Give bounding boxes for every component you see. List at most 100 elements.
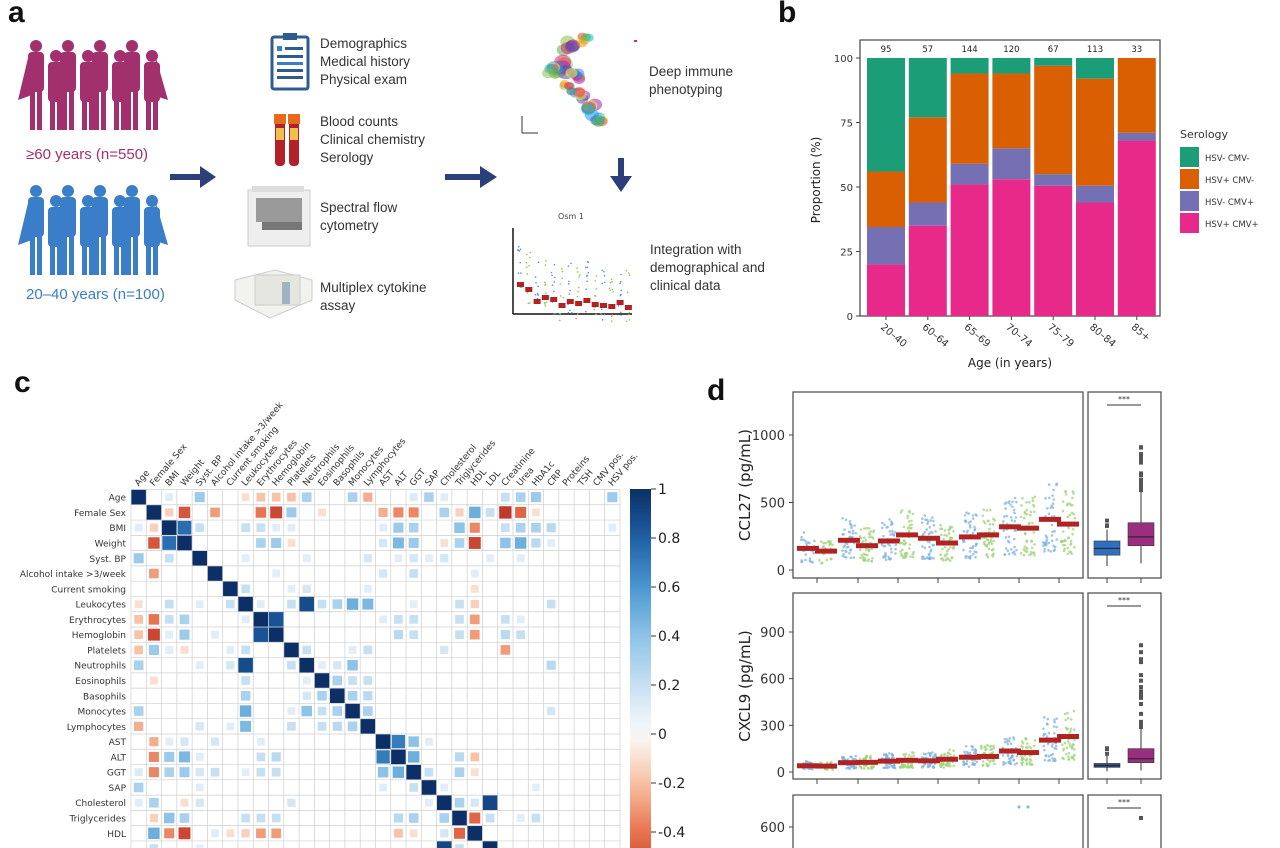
heatmap-cell bbox=[531, 813, 541, 823]
mini-point bbox=[537, 261, 540, 264]
heatmap-cell bbox=[454, 538, 465, 548]
outlier-point bbox=[1139, 452, 1143, 457]
person-arm bbox=[18, 203, 32, 245]
data-point bbox=[907, 547, 911, 550]
outlier-point bbox=[1139, 711, 1143, 716]
outlier-point bbox=[1139, 650, 1143, 655]
data-point bbox=[1025, 757, 1029, 761]
data-point bbox=[941, 761, 944, 765]
data-point bbox=[1051, 752, 1055, 756]
outlier-point bbox=[1105, 746, 1109, 751]
data-point bbox=[1043, 547, 1046, 551]
data-point bbox=[923, 557, 927, 561]
row-label: Neutrophils bbox=[74, 662, 126, 672]
y-tick-label: 25 bbox=[840, 248, 853, 259]
bar-segment-hsv-cmv- bbox=[867, 58, 905, 172]
mini-point bbox=[551, 284, 554, 287]
data-point bbox=[928, 552, 931, 556]
data-point bbox=[1025, 547, 1029, 550]
data-point bbox=[1072, 728, 1076, 731]
heatmap-cell bbox=[240, 720, 252, 732]
person-body bbox=[92, 197, 108, 237]
data-point bbox=[921, 765, 924, 768]
data-point bbox=[863, 527, 866, 530]
heatmap-cell bbox=[223, 581, 238, 597]
mini-point bbox=[551, 274, 553, 277]
outlier-point bbox=[1139, 673, 1143, 678]
data-point bbox=[829, 540, 832, 543]
mini-point bbox=[586, 280, 588, 282]
data-point bbox=[843, 544, 847, 547]
median-bar bbox=[959, 754, 981, 760]
mini-median bbox=[624, 305, 632, 310]
heatmap-cell bbox=[391, 749, 406, 765]
bar-segment-hsv-cmv- bbox=[1076, 58, 1114, 79]
person-body bbox=[124, 197, 140, 237]
umap-cluster bbox=[542, 68, 555, 79]
heatmap-cell bbox=[284, 642, 299, 658]
mini-point bbox=[576, 267, 578, 269]
heatmap-cell bbox=[272, 523, 281, 532]
data-point bbox=[985, 509, 989, 512]
step-blood: Blood counts Clinical chemistry Serology bbox=[320, 113, 425, 167]
data-point bbox=[981, 764, 985, 767]
y-tick-label: 0 bbox=[777, 766, 785, 781]
median-bar bbox=[1057, 521, 1079, 527]
data-point bbox=[1050, 523, 1054, 527]
data-point bbox=[982, 508, 986, 512]
data-point bbox=[1072, 709, 1076, 713]
heatmap-cell bbox=[165, 646, 174, 654]
heatmap-cell bbox=[318, 661, 326, 670]
heatmap-cell bbox=[287, 721, 296, 731]
mini-median bbox=[591, 302, 599, 307]
data-point bbox=[950, 525, 954, 529]
data-point bbox=[1070, 745, 1074, 749]
data-point bbox=[819, 540, 823, 543]
y-axis-label: CCL27 (pg/mL) bbox=[736, 429, 754, 541]
data-point bbox=[932, 543, 936, 547]
person-head bbox=[114, 50, 126, 62]
heatmap-cell bbox=[376, 750, 390, 764]
data-point bbox=[1049, 506, 1053, 509]
data-point bbox=[941, 547, 944, 551]
heatmap-cell bbox=[241, 813, 250, 823]
heatmap-cell bbox=[177, 535, 192, 551]
heatmap-cell bbox=[241, 523, 250, 533]
data-point bbox=[912, 550, 915, 554]
data-point bbox=[870, 764, 874, 768]
heatmap-cell bbox=[485, 813, 495, 823]
heatmap-cell bbox=[455, 844, 464, 848]
data-point bbox=[985, 762, 988, 766]
data-point bbox=[943, 545, 947, 549]
heatmap-cell bbox=[178, 751, 190, 763]
bar-count-label: 57 bbox=[922, 45, 933, 55]
heatmap-cell bbox=[470, 752, 480, 762]
data-point bbox=[1031, 521, 1034, 525]
mini-point bbox=[612, 291, 614, 293]
bar-segment-hsv-cmv- bbox=[908, 58, 947, 118]
data-point bbox=[1065, 503, 1069, 507]
heatmap-cell bbox=[240, 690, 251, 701]
bar-segment-hsv-cmv- bbox=[908, 225, 947, 316]
legend-swatch bbox=[1180, 191, 1199, 211]
heatmap-cell bbox=[287, 492, 296, 502]
heatmap-cell bbox=[302, 691, 311, 700]
data-point bbox=[848, 535, 852, 539]
data-point bbox=[1023, 531, 1027, 535]
data-point bbox=[1005, 514, 1009, 518]
data-point bbox=[1008, 736, 1012, 740]
data-point bbox=[1068, 745, 1072, 748]
data-point bbox=[1071, 743, 1074, 747]
data-point bbox=[1064, 490, 1067, 494]
umap-cluster bbox=[564, 81, 574, 90]
mini-point bbox=[559, 314, 561, 316]
data-point bbox=[1053, 545, 1057, 549]
data-point bbox=[1025, 501, 1028, 504]
data-point bbox=[940, 533, 943, 537]
heatmap-cell bbox=[393, 813, 403, 823]
mini-point bbox=[577, 286, 580, 289]
data-point bbox=[992, 530, 996, 533]
heatmap-cell bbox=[180, 737, 189, 746]
heatmap-cell bbox=[330, 688, 345, 704]
data-point bbox=[894, 543, 898, 547]
